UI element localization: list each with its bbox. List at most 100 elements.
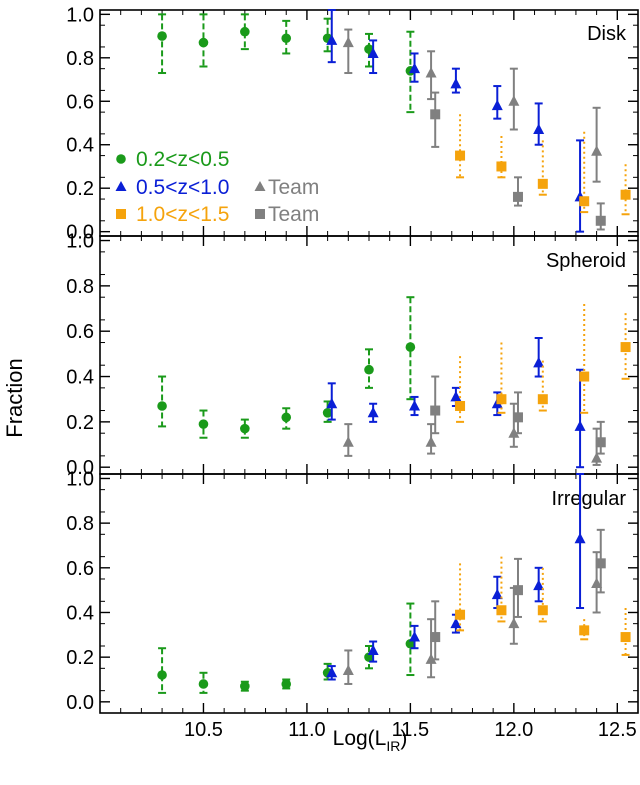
data-point-triangle bbox=[450, 390, 462, 402]
y-tick-label: 1.0 bbox=[66, 4, 94, 26]
data-point-square bbox=[537, 394, 548, 405]
data-point-triangle bbox=[409, 62, 421, 74]
data-point-square bbox=[430, 405, 441, 416]
y-tick-label: 0.6 bbox=[66, 558, 94, 580]
data-point-square bbox=[512, 191, 523, 202]
data-point-triangle bbox=[450, 77, 462, 89]
data-point-triangle bbox=[533, 356, 545, 368]
data-point-square bbox=[620, 189, 631, 200]
data-point-triangle bbox=[508, 427, 520, 438]
data-point-square bbox=[455, 609, 466, 620]
data-point-triangle bbox=[533, 579, 545, 591]
panel-spheroid: 0.0 0.2 0.4 0.6 0.8 1.0 Spheroid bbox=[66, 231, 639, 479]
panel-title: Spheroid bbox=[546, 250, 626, 272]
y-tick-label: 0.4 bbox=[66, 367, 94, 389]
y-tick-label: 0.0 bbox=[66, 692, 94, 714]
series-0-5-z-1-0 bbox=[326, 9, 586, 233]
series-1-0-z-1-5 bbox=[455, 556, 631, 656]
data-point-square bbox=[537, 178, 548, 189]
data-point-triangle bbox=[491, 588, 503, 600]
data-point-circle bbox=[240, 26, 250, 37]
x-axis-label-subscript: IR bbox=[386, 738, 400, 754]
data-point-square bbox=[430, 632, 441, 643]
data-point-circle bbox=[157, 401, 167, 411]
legend-label-4: Team bbox=[268, 203, 319, 226]
y-tick-label: 0.2 bbox=[66, 412, 94, 434]
data-point-square bbox=[595, 215, 606, 226]
data-point-triangle bbox=[342, 664, 354, 676]
y-axis-label: Fraction bbox=[2, 358, 27, 437]
x-axis-label-main: Log(L bbox=[333, 727, 387, 750]
data-point-triangle bbox=[326, 34, 338, 45]
data-point-triangle bbox=[450, 617, 462, 629]
panels-layer: 0.0 0.2 0.4 0.6 0.8 1.0 Disk 0.0 0.2 0.4 0.6 0.8 1.0… bbox=[66, 4, 639, 741]
data-point-triangle bbox=[508, 95, 520, 106]
data-point-triangle bbox=[574, 532, 586, 544]
data-point-square bbox=[579, 196, 590, 207]
data-point-triangle bbox=[425, 653, 437, 664]
data-point-circle bbox=[281, 412, 292, 423]
data-point-square bbox=[496, 605, 507, 616]
legend-marker-square-grey bbox=[255, 209, 265, 219]
legend-marker-circle-green bbox=[116, 154, 126, 164]
data-point-square bbox=[430, 109, 441, 120]
data-point-circle bbox=[157, 31, 167, 41]
y-tick-label: 0.4 bbox=[66, 135, 94, 157]
data-point-triangle bbox=[508, 617, 520, 629]
y-tick-label: 0.0 bbox=[66, 222, 94, 244]
y-tick-label: 0.8 bbox=[66, 513, 94, 535]
y-tick-label: 0.2 bbox=[66, 178, 94, 200]
data-point-circle bbox=[364, 364, 374, 375]
panel-irregular: 0.0 0.2 0.4 0.6 0.8 1.0 Irregular bbox=[66, 468, 639, 714]
y-tick-label: 0.8 bbox=[66, 48, 94, 70]
data-point-circle bbox=[281, 33, 292, 44]
y-tick-label: 1.0 bbox=[66, 231, 94, 253]
data-point-circle bbox=[405, 342, 416, 352]
series-1-0-z-1-5 bbox=[455, 304, 631, 423]
data-point-triangle bbox=[326, 666, 338, 678]
data-point-square bbox=[455, 150, 466, 161]
data-point-triangle bbox=[425, 67, 437, 78]
data-point-square bbox=[496, 394, 507, 405]
y-tick-label: 0.8 bbox=[66, 276, 94, 298]
data-point-triangle bbox=[491, 99, 503, 111]
series-team-triangle- bbox=[342, 28, 603, 183]
legend-label-1: 0.5<z<1.0 bbox=[136, 176, 229, 199]
y-tick-label: 0.2 bbox=[66, 647, 94, 669]
y-tick-label: 0.6 bbox=[66, 321, 94, 343]
data-point-circle bbox=[322, 408, 333, 418]
data-point-square bbox=[512, 585, 523, 596]
legend-marker-triangle-grey bbox=[254, 181, 266, 191]
data-point-triangle bbox=[367, 406, 379, 418]
data-point-square bbox=[579, 625, 590, 636]
legend: 0.2<z<0.5 0.5<z<1.0 Team 1.0<z<1.5 Team bbox=[115, 148, 319, 226]
data-point-triangle bbox=[591, 145, 603, 156]
x-axis-label: Log(LIR) bbox=[333, 727, 408, 754]
series-1-0-z-1-5 bbox=[455, 114, 631, 216]
data-point-triangle bbox=[342, 436, 354, 447]
data-point-circle bbox=[198, 37, 209, 48]
data-point-triangle bbox=[591, 577, 603, 588]
data-point-triangle bbox=[367, 47, 379, 58]
x-tick-label: 11.0 bbox=[288, 719, 325, 741]
data-point-square bbox=[537, 605, 548, 616]
data-point-square bbox=[579, 371, 590, 382]
series-0-2-z-0-5 bbox=[157, 296, 416, 439]
x-tick-label: 12.5 bbox=[598, 719, 637, 741]
y-tick-label: 0.0 bbox=[66, 457, 94, 479]
legend-marker-triangle-blue bbox=[115, 181, 127, 191]
data-point-triangle bbox=[367, 644, 379, 655]
data-point-circle bbox=[240, 423, 250, 434]
data-point-triangle bbox=[425, 436, 437, 447]
data-point-triangle bbox=[326, 397, 338, 409]
series-team-square- bbox=[430, 375, 606, 455]
data-point-triangle bbox=[342, 36, 354, 48]
series-team-triangle- bbox=[342, 551, 603, 685]
data-point-circle bbox=[281, 679, 292, 689]
x-tick-label: 11.5 bbox=[392, 719, 429, 741]
series-0-2-z-0-5 bbox=[157, 602, 416, 694]
data-point-circle bbox=[198, 419, 209, 429]
data-point-triangle bbox=[574, 420, 586, 431]
y-tick-label: 1.0 bbox=[66, 468, 94, 490]
